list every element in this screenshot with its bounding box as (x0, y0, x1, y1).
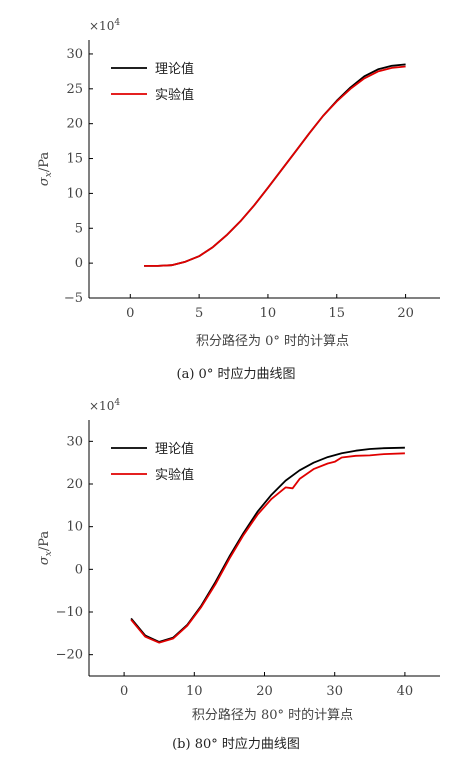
x-tick-label: 15 (328, 306, 345, 321)
y-tick-label: 20 (66, 117, 83, 132)
y-tick-label: −5 (64, 291, 83, 306)
x-tick-label: 20 (397, 306, 414, 321)
x-tick-label: 0 (126, 306, 134, 321)
figure-caption: (b) 80° 时应力曲线图 (172, 736, 300, 752)
series-line-experiment (130, 452, 405, 644)
x-tick-label: 20 (256, 684, 273, 699)
y-tick-label: 20 (66, 477, 83, 492)
x-tick-label: 10 (186, 684, 203, 699)
legend-label: 实验值 (155, 87, 194, 103)
axis-multiplier: ×104 (89, 398, 120, 413)
x-axis-label: 积分路径为 0° 时的计算点 (196, 333, 349, 349)
y-tick-label: 25 (66, 82, 83, 97)
y-axis-label: σx/Pa (37, 152, 54, 186)
y-tick-label: 30 (66, 434, 83, 449)
y-tick-label: −20 (56, 648, 83, 663)
series-line-experiment (144, 65, 406, 267)
x-tick-label: 10 (260, 306, 277, 321)
y-tick-label: 0 (75, 256, 83, 271)
x-axis-label: 积分路径为 80° 时的计算点 (192, 707, 353, 723)
x-tick-label: 30 (326, 684, 343, 699)
y-tick-label: 30 (66, 47, 83, 62)
legend-label: 理论值 (155, 441, 194, 457)
x-tick-label: 40 (397, 684, 414, 699)
y-tick-label: 15 (66, 152, 83, 167)
y-axis-label: σx/Pa (37, 531, 54, 565)
y-tick-label: 5 (75, 221, 83, 236)
y-tick-label: 10 (66, 520, 83, 535)
y-tick-label: 10 (66, 186, 83, 201)
figure-caption: (a) 0° 时应力曲线图 (177, 366, 296, 382)
x-tick-label: 5 (195, 306, 203, 321)
chart-panel-0: −5 0 5 10 15 20 25 30 0 5 10 15 20 ×104 σx/Pa 积分路径为 0° … (37, 18, 440, 382)
chart-panel-1: −20 −10 0 10 20 30 0 10 20 30 40 ×104 σx/Pa 积分路径为 80°… (37, 398, 440, 752)
y-tick-label: 0 (75, 562, 83, 577)
legend-label: 理论值 (155, 61, 194, 77)
x-tick-label: 0 (120, 684, 128, 699)
axis-multiplier: ×104 (89, 18, 120, 33)
legend-label: 实验值 (155, 467, 194, 483)
y-tick-label: −10 (56, 605, 83, 620)
